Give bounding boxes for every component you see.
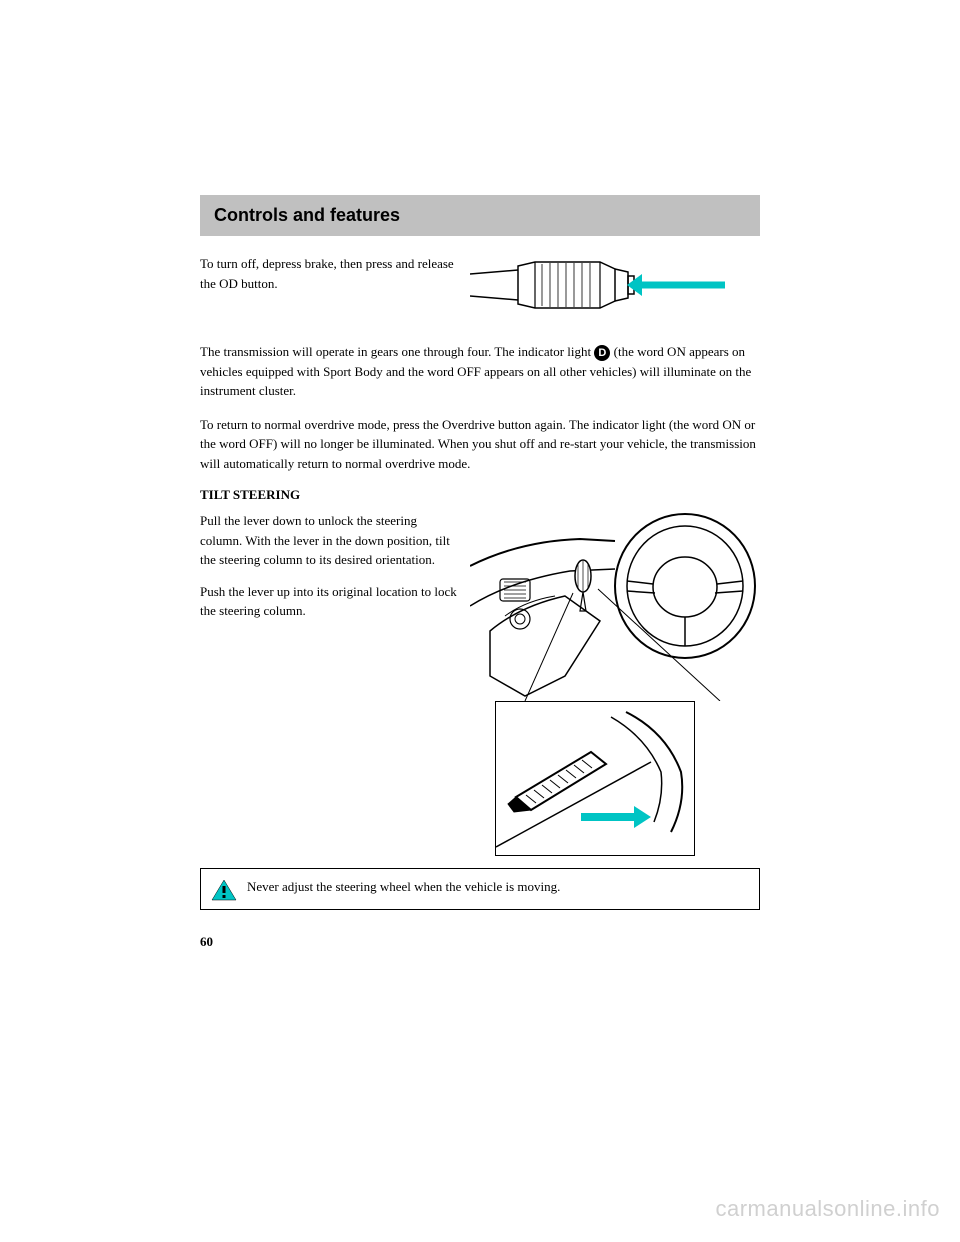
lever-detail-diagram <box>495 701 695 856</box>
text-before-icon: The transmission will operate in gears o… <box>200 344 594 359</box>
tilt-steering-diagrams <box>470 511 760 856</box>
page-number: 60 <box>200 934 760 950</box>
warning-icon <box>211 879 237 901</box>
tilt-steering-text: Pull the lever down to unlock the steeri… <box>200 511 470 856</box>
tilt-text-2: Push the lever up into its original loca… <box>200 582 460 621</box>
warning-box: Never adjust the steering wheel when the… <box>200 868 760 910</box>
overdrive-text-1: To turn off, depress brake, then press a… <box>200 254 470 324</box>
overdrive-text-3: To return to normal overdrive mode, pres… <box>200 415 760 474</box>
header-title: Controls and features <box>214 205 746 226</box>
section-header: Controls and features <box>200 195 760 236</box>
tilt-steering-title: TILT STEERING <box>200 487 760 503</box>
dashboard-diagram <box>470 511 760 701</box>
shifter-diagram <box>470 254 760 324</box>
warning-text: Never adjust the steering wheel when the… <box>247 877 560 897</box>
tilt-steering-section: Pull the lever down to unlock the steeri… <box>200 511 760 856</box>
tilt-text-1: Pull the lever down to unlock the steeri… <box>200 511 460 570</box>
overdrive-section: To turn off, depress brake, then press a… <box>200 254 760 324</box>
watermark: carmanualsonline.info <box>715 1196 940 1222</box>
overdrive-text-2: The transmission will operate in gears o… <box>200 342 760 401</box>
d-indicator-icon: D <box>594 345 610 361</box>
